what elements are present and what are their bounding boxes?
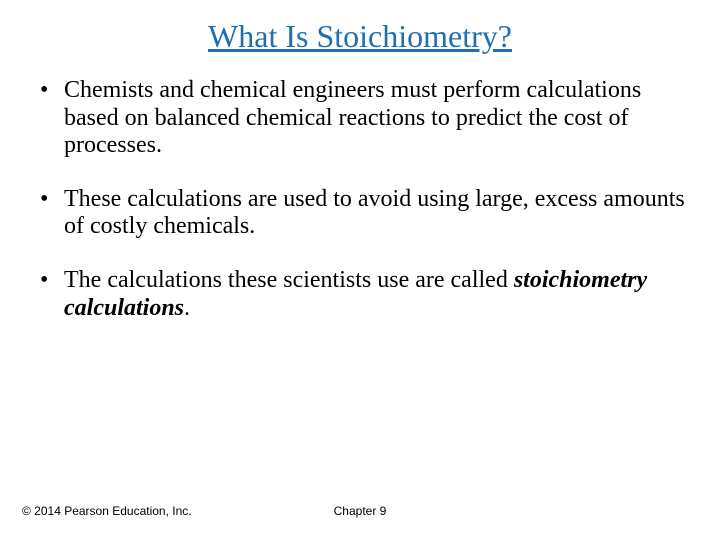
slide: What Is Stoichiometry? Chemists and chem… bbox=[0, 0, 720, 540]
slide-title: What Is Stoichiometry? bbox=[30, 18, 690, 55]
bullet-item: Chemists and chemical engineers must per… bbox=[36, 77, 690, 160]
bullet-item: These calculations are used to avoid usi… bbox=[36, 186, 690, 241]
bullet-item: The calculations these scientists use ar… bbox=[36, 267, 690, 322]
bullet-list: Chemists and chemical engineers must per… bbox=[30, 77, 690, 322]
bullet-text: Chemists and chemical engineers must per… bbox=[64, 77, 641, 158]
bullet-text: The calculations these scientists use ar… bbox=[64, 267, 514, 293]
bullet-suffix: . bbox=[184, 295, 190, 321]
bullet-text: These calculations are used to avoid usi… bbox=[64, 186, 685, 240]
chapter-text: Chapter 9 bbox=[0, 504, 720, 518]
